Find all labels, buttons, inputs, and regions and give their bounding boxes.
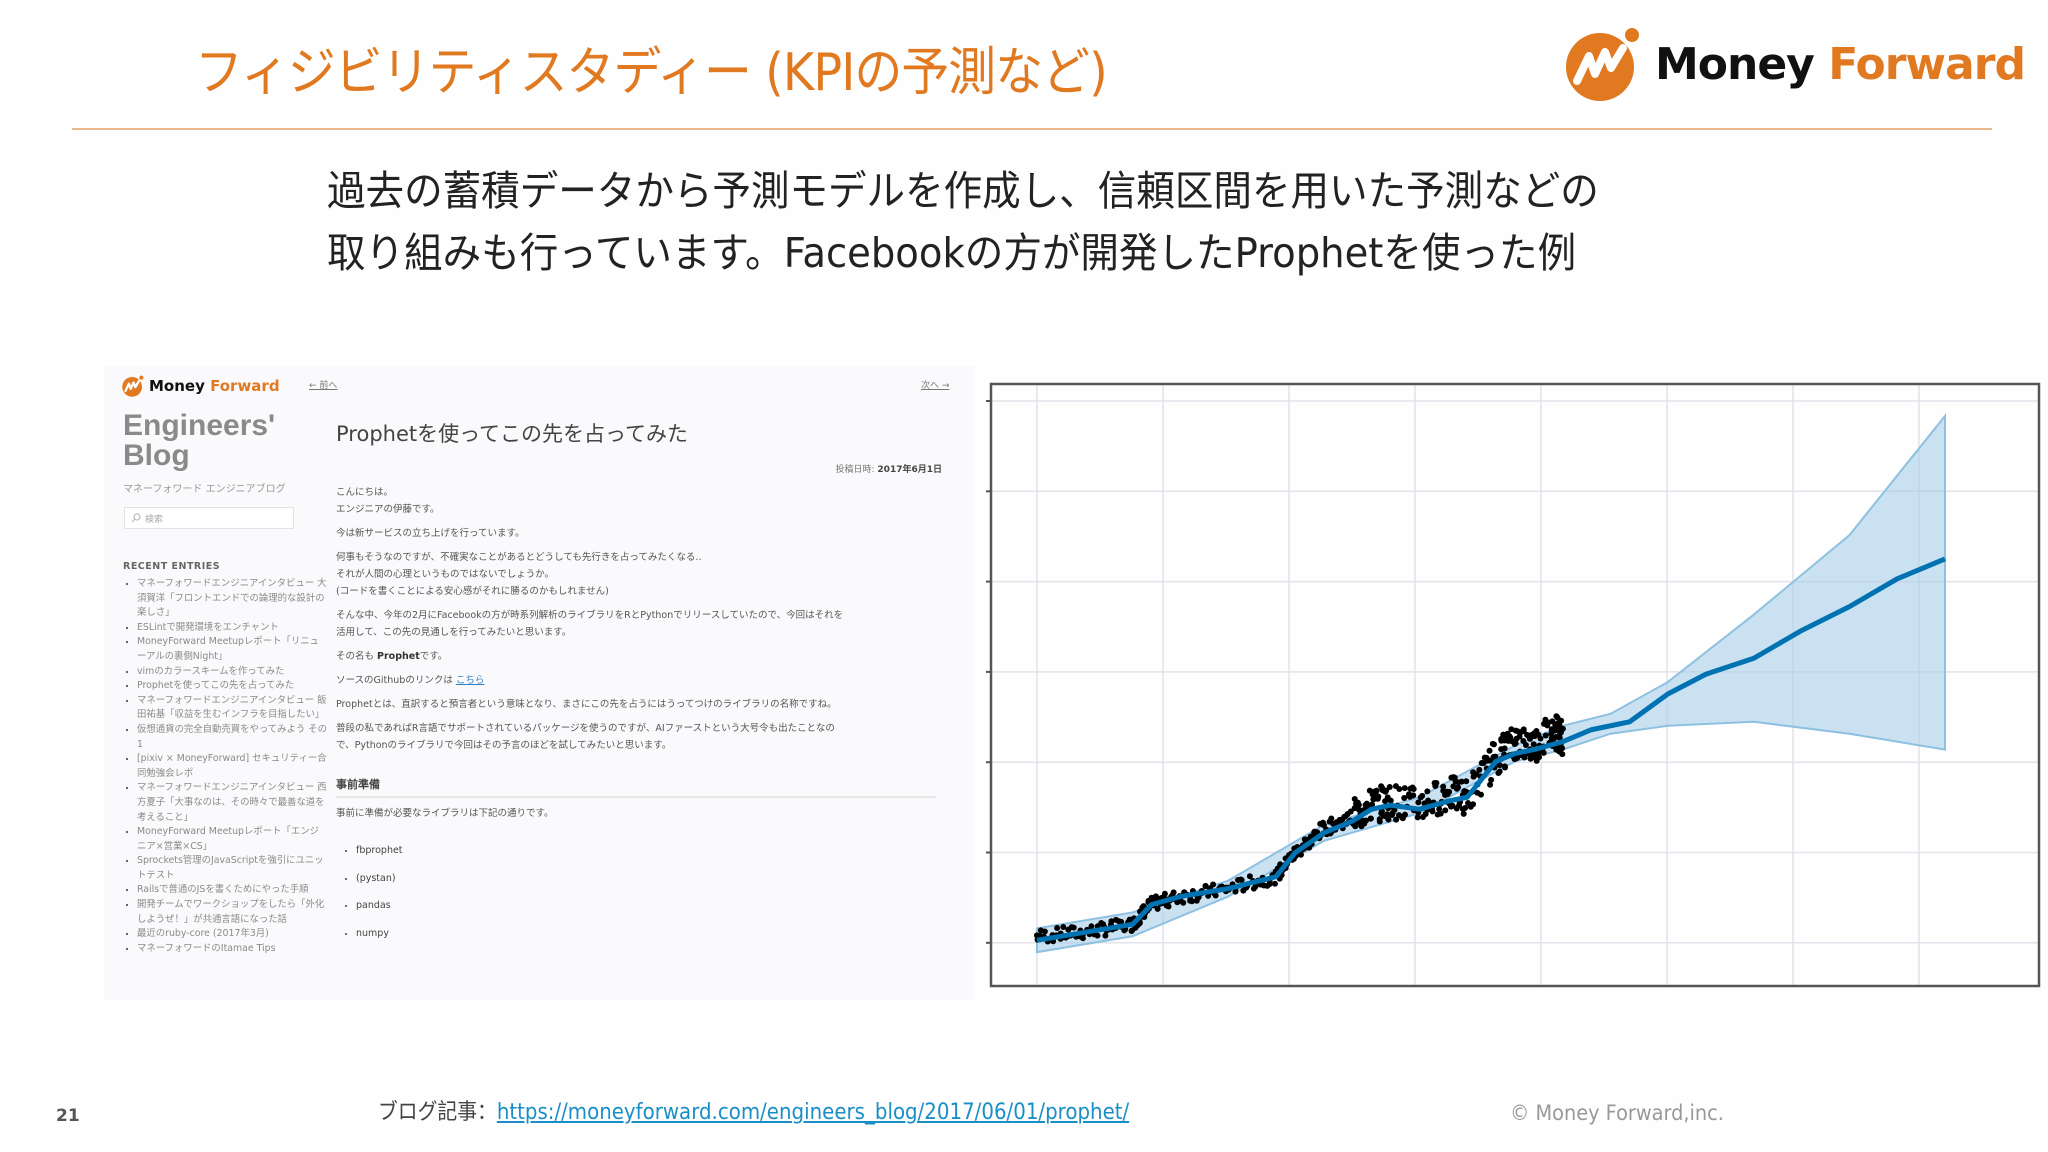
source-label: ブログ記事： (378, 1100, 497, 1125)
copyright: © Money Forward,inc. (1510, 1101, 1724, 1125)
library-item: (pystan) (356, 865, 936, 893)
money-forward-logo: Money Forward (1565, 26, 2026, 102)
brand-name-money: Money (1655, 38, 1815, 90)
blog-search-input[interactable]: 検索 (124, 507, 294, 529)
library-item: fbprophet (356, 837, 936, 865)
blog-logo-forward: Forward (210, 377, 280, 395)
blog-logo-money: Money (149, 377, 205, 395)
post-paragraph: 普段の私であればR言語でサポートされているパッケージを使うのですが、AIファース… (336, 723, 835, 734)
post-date-label: 投稿日時: (835, 465, 878, 475)
text: です。 (419, 651, 448, 662)
post-paragraph: 活用して、この先の見通しを行ってみたいと思います。 (336, 627, 572, 638)
post-paragraph-prophet: その名も Prophetです。 (336, 648, 936, 665)
post-paragraph: で、Pythonのライブラリで今回はその予言のほどを試してみたいと思います。 (336, 740, 672, 751)
prophet-bold: Prophet (377, 651, 420, 662)
blog-screenshot: Money Forward Engineers' Blog マネーフォワード エ… (104, 366, 974, 1000)
post-date: 投稿日時: 2017年6月1日 (836, 462, 942, 475)
text: その名も (336, 651, 378, 662)
search-placeholder: 検索 (145, 514, 164, 525)
recent-entry[interactable]: MoneyForward Meetupレポート「リニューアルの裏側Night」 (137, 635, 327, 664)
blog-name-line-1: Engineers' (123, 409, 276, 442)
lead-line-1: 過去の蓄積データから予測モデルを作成し、信頼区間を用いた予測などの (327, 167, 1599, 215)
github-link[interactable]: こちら (455, 675, 485, 686)
forecast-plot (986, 382, 2041, 988)
post-title: Prophetを使ってこの先を占ってみた (336, 422, 689, 446)
source-link[interactable]: https://moneyforward.com/engineers_blog/… (496, 1100, 1130, 1125)
recent-entry[interactable]: Prophetを使ってこの先を占ってみた (137, 679, 327, 694)
post-paragraph: こんにちは。 (336, 487, 394, 498)
recent-entry[interactable]: 最近のruby-core (2017年3月) (137, 927, 327, 942)
post-paragraph: 何事もそうなのですが、不確実なことがあるとどうしても先行きを占ってみたくなる‥ (336, 552, 702, 563)
post-paragraph: Prophetとは、直訳すると預言者という意味となり、まさにこの先を占うにはうっ… (336, 699, 837, 710)
recent-entry[interactable]: [pixiv × MoneyForward] セキュリティー合同勉強会レポ (137, 752, 327, 781)
blog-subtitle: マネーフォワード エンジニアブログ (123, 484, 286, 495)
post-paragraph: それが人間の心理というものではないでしょうか。 (336, 569, 555, 580)
recent-entries-heading: RECENT ENTRIES (123, 561, 221, 572)
lead-text: 過去の蓄積データから予測モデルを作成し、信頼区間を用いた予測などの 取り組みも行… (327, 160, 1599, 284)
text: ソースのGithubのリンクは (336, 675, 456, 686)
search-icon (131, 513, 141, 523)
slide-title: フィジビリティスタディー (KPIの予測など) (195, 43, 1108, 103)
section-heading: 事前準備 (336, 776, 936, 798)
blog-logo[interactable]: Money Forward (122, 375, 280, 397)
post-body: こんにちは。 エンジニアの伊藤です。 今は新サービスの立ち上げを行っています。 … (336, 484, 936, 947)
next-post-link[interactable]: 次へ → (921, 381, 950, 391)
recent-entry[interactable]: マネーフォワードエンジニアインタビュー 大須賀洋「フロントエンドでの論理的な設計… (137, 577, 327, 621)
money-forward-logo-icon (1565, 26, 1641, 102)
recent-entries-list: マネーフォワードエンジニアインタビュー 大須賀洋「フロントエンドでの論理的な設計… (117, 577, 327, 956)
post-paragraph: 今は新サービスの立ち上げを行っています。 (336, 528, 525, 539)
blog-name[interactable]: Engineers' Blog (123, 411, 275, 471)
recent-entry[interactable]: 仮想通貨の完全自動売買をやってみよう その1 (137, 723, 327, 752)
prophet-forecast-chart (985, 376, 2045, 992)
blog-name-line-2: Blog (123, 439, 190, 472)
page-number: 21 (56, 1106, 80, 1126)
money-forward-small-logo-icon (122, 375, 144, 397)
post-paragraph-github: ソースのGithubのリンクは こちら (336, 672, 936, 689)
recent-entry[interactable]: マネーフォワードエンジニアインタビュー 飯田祐基「収益を生むインフラを目指したい… (137, 694, 327, 723)
section-text: 事前に準備が必要なライブラリは下記の通りです。 (336, 808, 554, 819)
post-paragraph: (コードを書くことによる安心感がそれに勝るのかもしれません) (336, 586, 609, 597)
source-citation: ブログ記事：https://moneyforward.com/engineers… (378, 1094, 1129, 1126)
prev-post-link[interactable]: ← 前へ (309, 381, 338, 391)
recent-entry[interactable]: MoneyForward Meetupレポート「エンジニア×営業×CS」 (137, 825, 327, 854)
recent-entry[interactable]: ESLintで開発環境をエンチャント (137, 621, 327, 636)
recent-entry[interactable]: Sprockets管理のJavaScriptを強引にユニットテスト (137, 854, 327, 883)
library-list: fbprophet (pystan) pandas numpy (336, 829, 936, 947)
post-paragraph: エンジニアの伊藤です。 (336, 504, 440, 515)
library-item: numpy (356, 920, 936, 948)
title-divider (72, 128, 1992, 130)
lead-line-2: 取り組みも行っています。Facebookの方が開発したProphetを使った例 (327, 229, 1577, 277)
blog-sidebar: Money Forward Engineers' Blog マネーフォワード エ… (104, 366, 327, 1000)
recent-entry[interactable]: 開発チームでワークショップをしたら「外化しようぜ！」が共通言語になった話 (137, 898, 327, 927)
recent-entry[interactable]: マネーフォワードのItamae Tips (137, 942, 327, 957)
recent-entry[interactable]: Railsで普通のJSを書くためにやった手順 (137, 883, 327, 898)
recent-entry[interactable]: マネーフォワードエンジニアインタビュー 西方夏子「大事なのは、その時々で最善な道… (137, 781, 327, 825)
library-item: pandas (356, 892, 936, 920)
post-paragraph: そんな中、今年の2月にFacebookの方が時系列解析のライブラリをRとPyth… (336, 610, 844, 621)
brand-name-forward: Forward (1828, 38, 2026, 90)
recent-entry[interactable]: vimのカラースキームを作ってみた (137, 665, 327, 680)
post-date-value: 2017年6月1日 (877, 465, 942, 475)
